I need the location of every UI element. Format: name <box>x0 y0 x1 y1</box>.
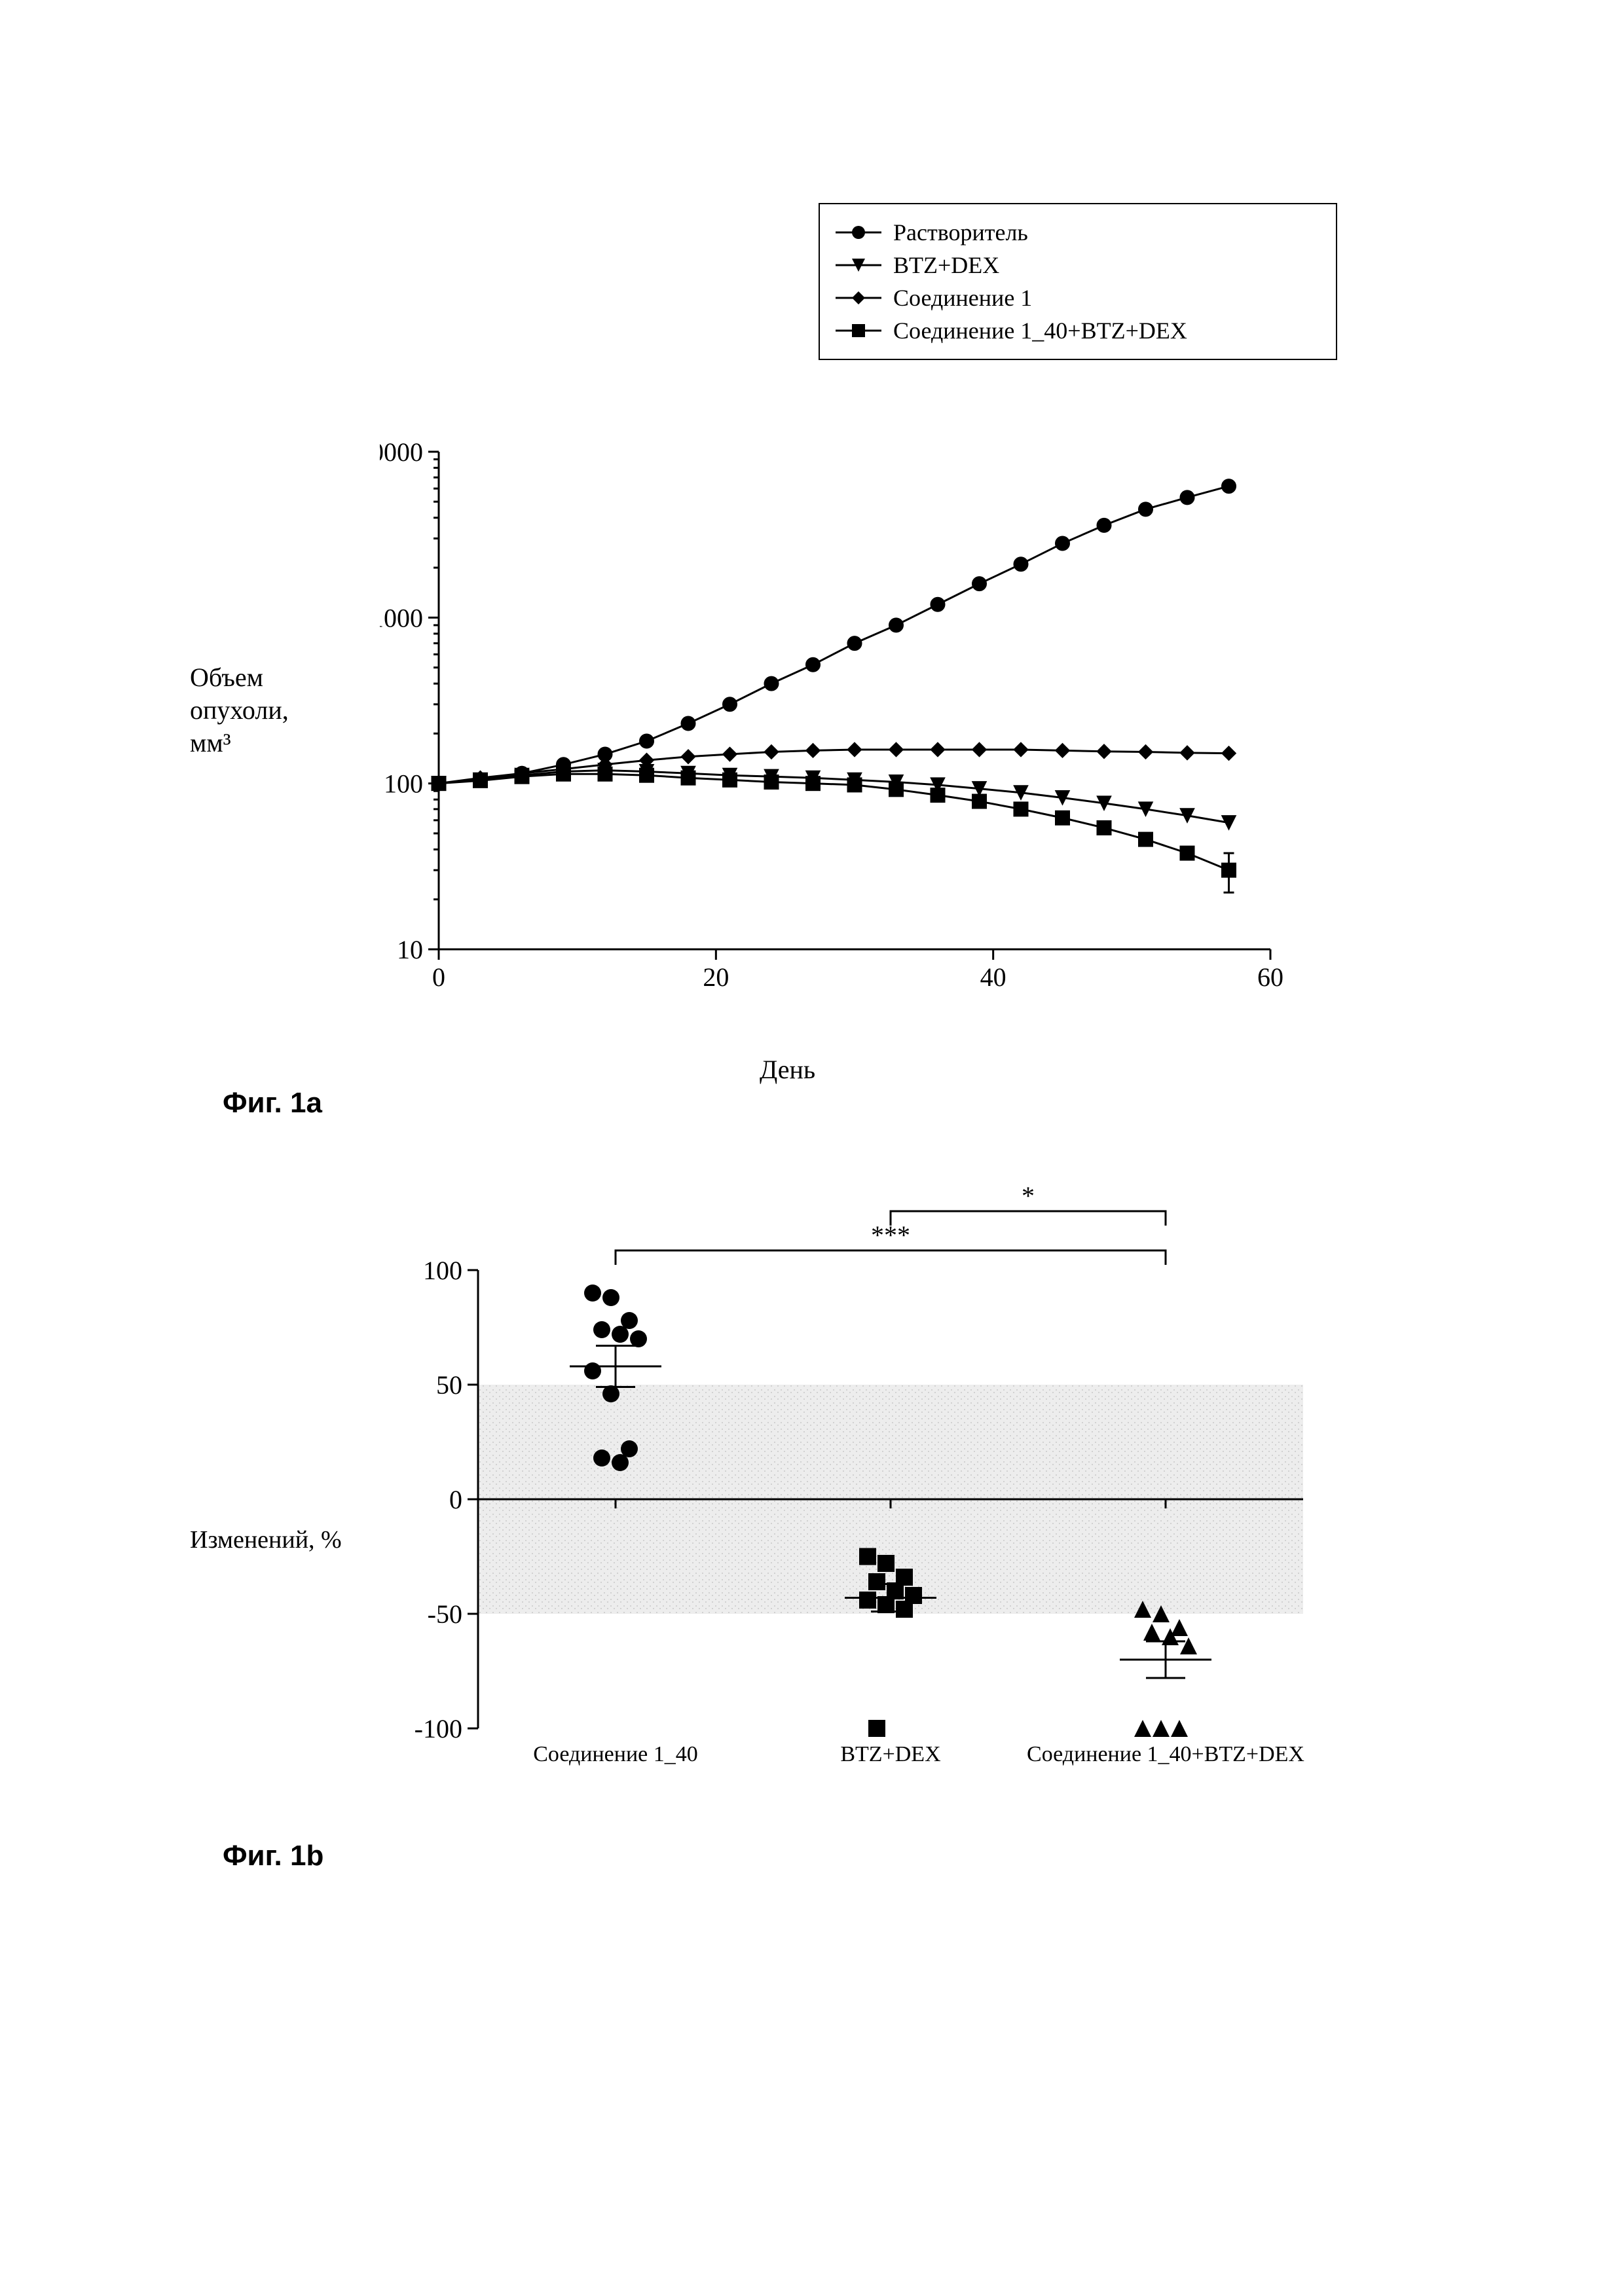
svg-text:Соединение 1_40: Соединение 1_40 <box>533 1742 698 1766</box>
chartA-ylabel-line2: опухоли, <box>190 694 360 727</box>
legend-row: Соединение 1_40+BTZ+DEX <box>836 314 1320 347</box>
legend-label: Растворитель <box>893 219 1028 246</box>
svg-text:0: 0 <box>449 1485 462 1514</box>
svg-text:-100: -100 <box>415 1714 462 1743</box>
caption-fig1a: Фиг. 1a <box>223 1087 322 1120</box>
legend-row: Соединение 1 <box>836 282 1320 314</box>
svg-text:1000: 1000 <box>380 603 423 632</box>
legend-marker <box>836 323 881 338</box>
svg-text:40: 40 <box>980 962 1006 992</box>
svg-text:0: 0 <box>432 962 445 992</box>
svg-text:-50: -50 <box>428 1599 462 1629</box>
legend-label: BTZ+DEX <box>893 251 999 279</box>
svg-text:100: 100 <box>423 1256 462 1285</box>
legend-marker <box>836 290 881 306</box>
svg-text:50: 50 <box>436 1370 462 1400</box>
legend-row: BTZ+DEX <box>836 249 1320 282</box>
chartA-ylabel-line3: мм³ <box>190 727 360 759</box>
legend-marker <box>836 225 881 240</box>
svg-text:*: * <box>1022 1181 1035 1211</box>
caption-fig1b: Фиг. 1b <box>223 1840 323 1872</box>
chartB-ylabel: Изменений, % <box>190 1525 342 1554</box>
legend-box: Растворитель BTZ+DEX Соединение 1 Соедин… <box>819 203 1337 360</box>
svg-text:100: 100 <box>384 769 423 799</box>
svg-text:10000: 10000 <box>380 439 423 467</box>
tumor-volume-chart: 10 100 1000 10000 0 20 40 60 <box>380 439 1283 1008</box>
svg-text:Соединение 1_40+BTZ+DEX: Соединение 1_40+BTZ+DEX <box>1027 1742 1304 1766</box>
svg-text:BTZ+DEX: BTZ+DEX <box>840 1742 940 1766</box>
legend-label: Соединение 1 <box>893 284 1032 312</box>
chartA-svg: 10 100 1000 10000 0 20 40 60 <box>380 439 1283 1008</box>
svg-text:10: 10 <box>397 935 423 964</box>
percent-change-chart: -100 -50 0 50 100 Соединение 1_40 BTZ+DEX Соеди… <box>367 1172 1323 1800</box>
legend-row: Растворитель <box>836 216 1320 249</box>
chartA-xlabel: День <box>760 1054 815 1085</box>
chartA-ylabel: Объем опухоли, мм³ <box>190 661 360 759</box>
legend-label: Соединение 1_40+BTZ+DEX <box>893 317 1187 344</box>
page: Растворитель BTZ+DEX Соединение 1 Соедин… <box>0 0 1624 2296</box>
svg-text:60: 60 <box>1257 962 1283 992</box>
chartA-ylabel-line1: Объем <box>190 661 360 694</box>
legend-marker <box>836 257 881 273</box>
svg-text:20: 20 <box>703 962 729 992</box>
chartB-svg: -100 -50 0 50 100 Соединение 1_40 BTZ+DEX Соеди… <box>367 1172 1323 1800</box>
